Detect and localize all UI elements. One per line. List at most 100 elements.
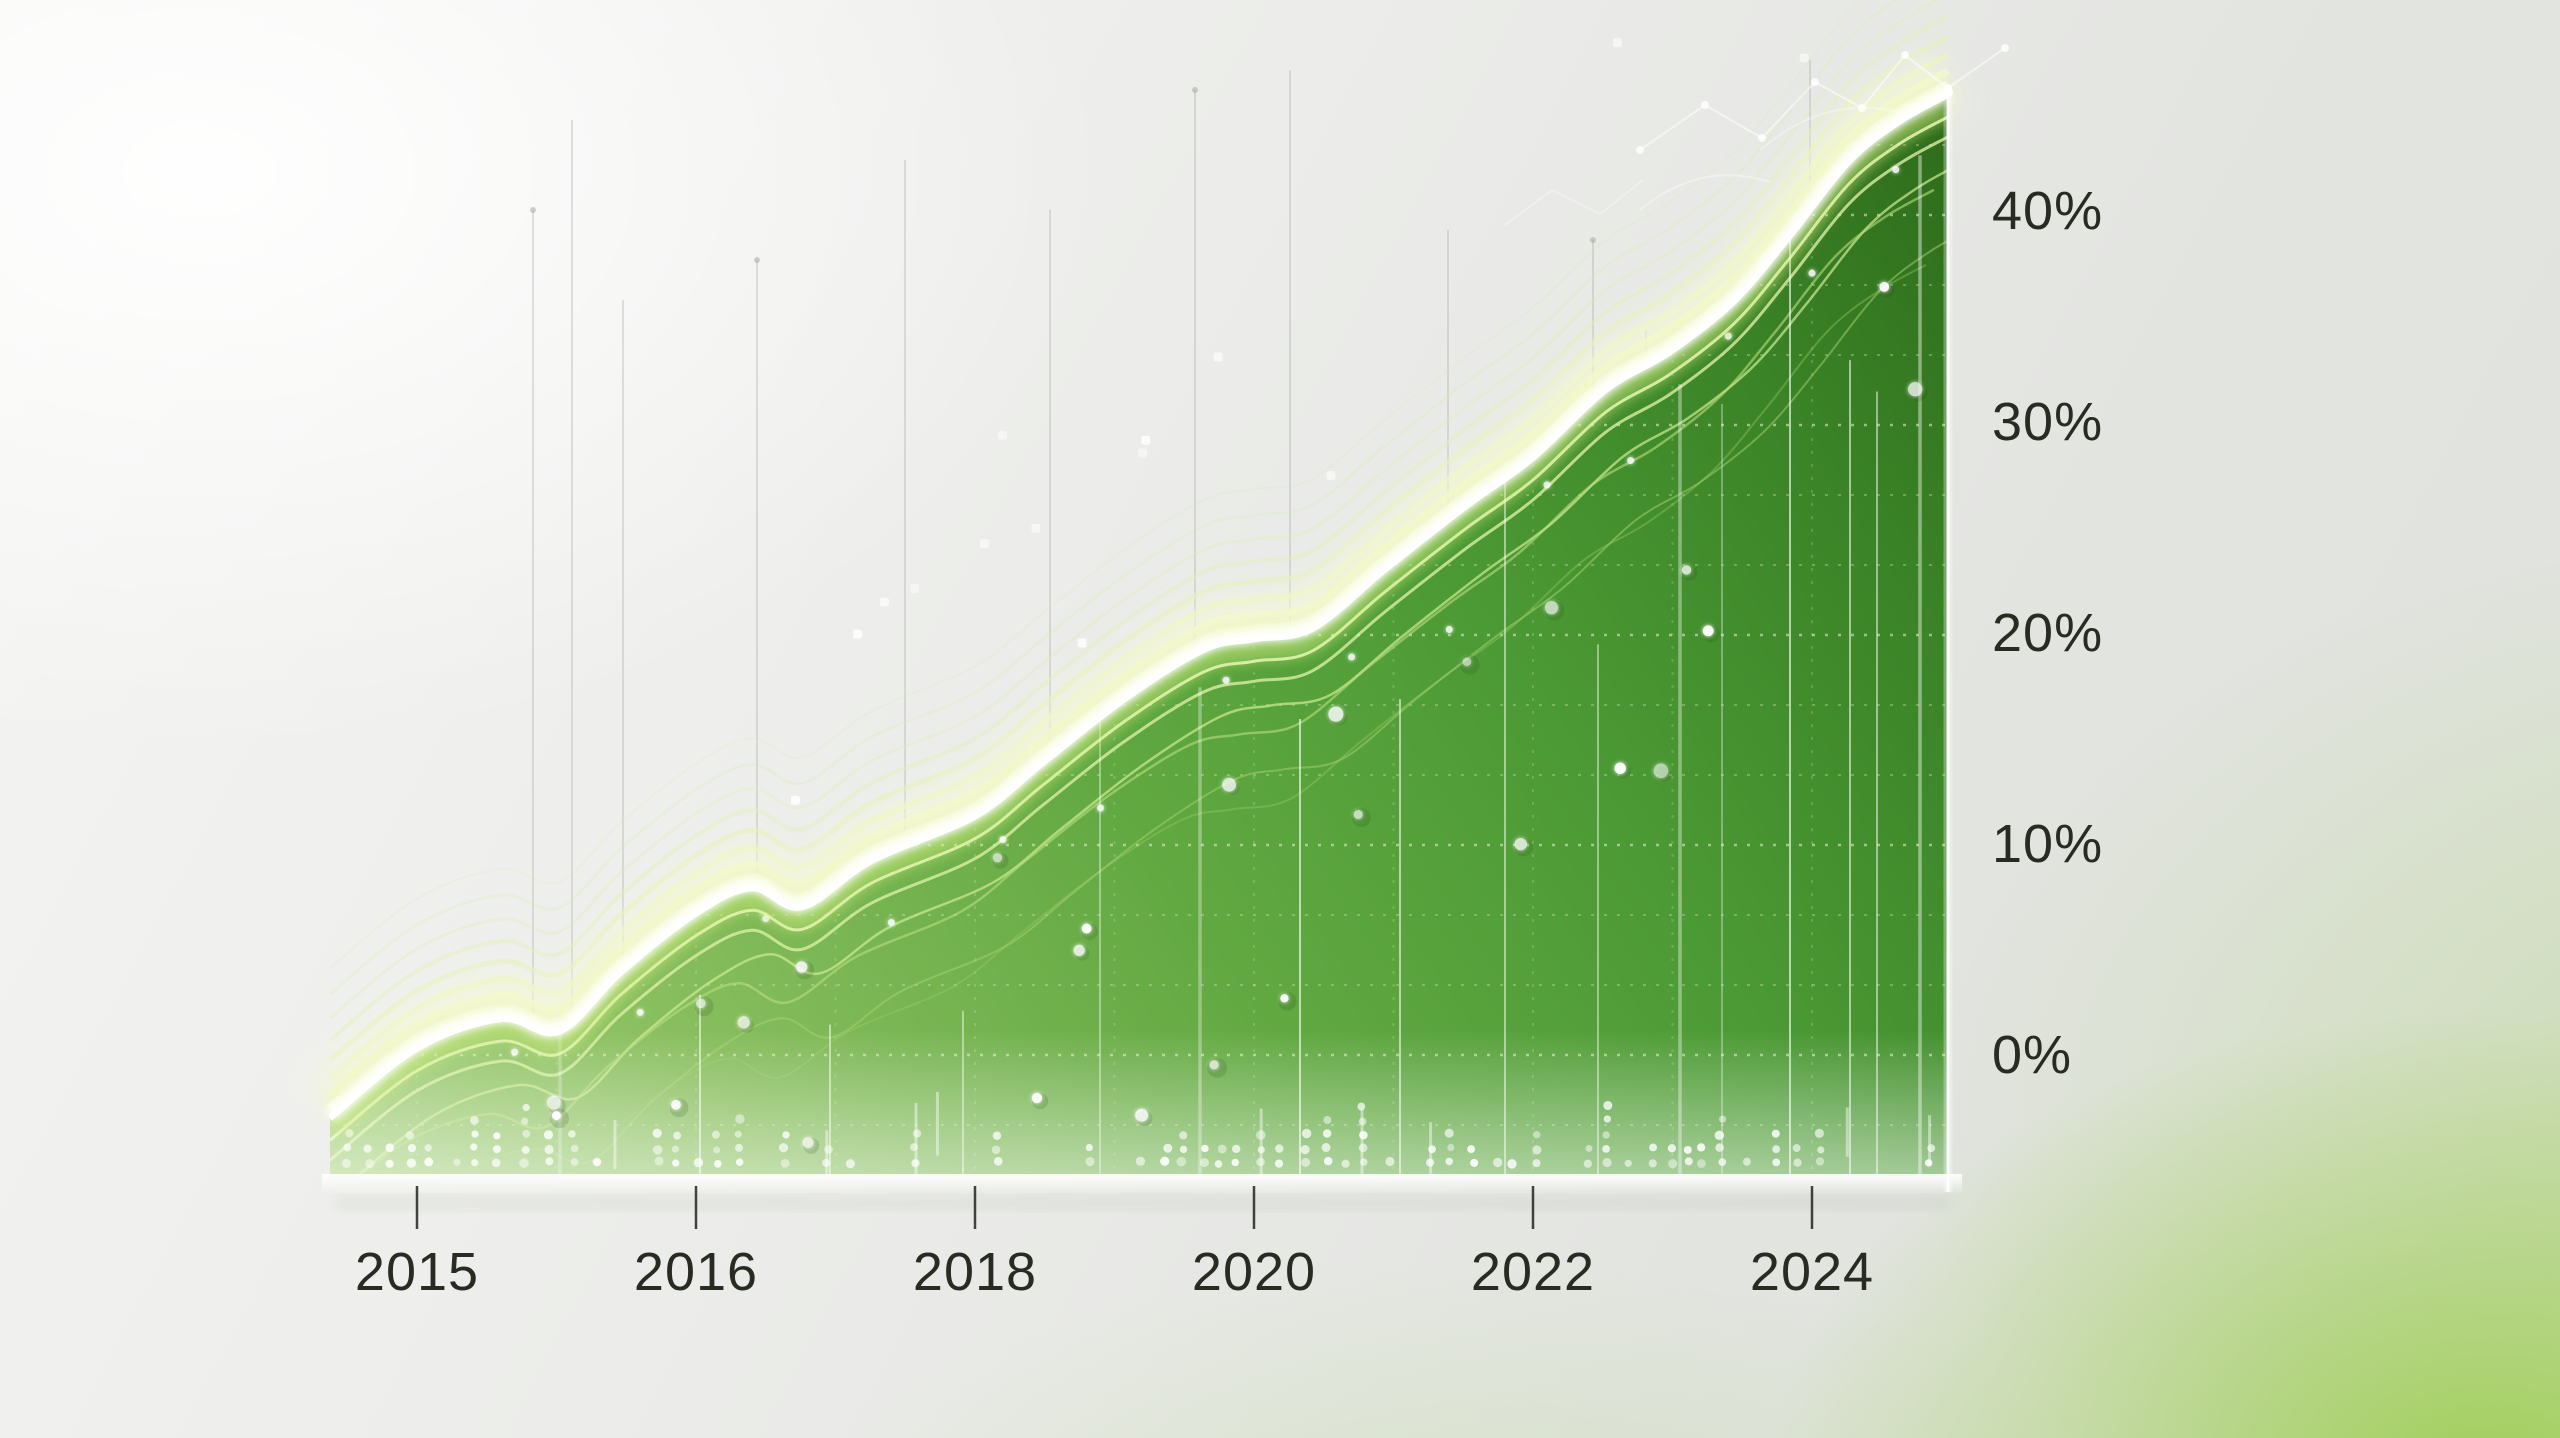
histogram-dot xyxy=(911,1159,920,1168)
histogram-dot xyxy=(735,1143,743,1152)
sky-dot xyxy=(980,538,990,548)
histogram-dot xyxy=(385,1159,394,1168)
histogram-dot xyxy=(1275,1144,1284,1153)
x-axis-label: 2016 xyxy=(633,1242,759,1302)
histogram-dot xyxy=(521,1117,529,1125)
panel-right-edge xyxy=(1943,87,1953,1192)
histogram-dot xyxy=(1256,1130,1266,1140)
histogram-dot xyxy=(1683,1145,1692,1154)
histogram-dot xyxy=(568,1130,576,1138)
scatter-dot xyxy=(1702,625,1714,637)
constellation-dot xyxy=(1701,101,1709,109)
histogram-dot xyxy=(1532,1159,1541,1168)
constellation-dot xyxy=(1636,146,1644,154)
histogram-dots xyxy=(341,1091,1936,1176)
histogram-dot xyxy=(1602,1131,1610,1139)
histogram-dot xyxy=(521,1145,530,1154)
sky-dot xyxy=(790,795,800,805)
histogram-dot xyxy=(1323,1156,1333,1166)
sky-streak-dot xyxy=(754,257,760,263)
histogram-dot xyxy=(1322,1129,1332,1138)
histogram-dot xyxy=(1231,1144,1241,1154)
histogram-dot xyxy=(522,1103,530,1112)
sky-dot xyxy=(910,584,920,594)
ripple-line xyxy=(328,15,1949,1042)
histogram-dot xyxy=(522,1129,531,1138)
strand-node-dot xyxy=(511,1048,519,1056)
histogram-dot xyxy=(470,1143,478,1151)
sky-dot xyxy=(1326,470,1336,480)
histogram-dot xyxy=(493,1132,501,1140)
scatter-dot xyxy=(1222,777,1236,792)
histogram-dot xyxy=(1425,1158,1435,1167)
histogram-dot xyxy=(1585,1144,1593,1152)
histogram-dot xyxy=(1358,1143,1368,1153)
scatter-dot xyxy=(547,1095,561,1110)
histogram-dot xyxy=(1160,1156,1170,1166)
histogram-dot xyxy=(1624,1159,1632,1167)
scatter-dot xyxy=(802,1137,814,1148)
histogram-dot xyxy=(845,1159,855,1169)
histogram-dot xyxy=(1742,1157,1751,1166)
histogram-dot xyxy=(735,1158,744,1166)
histogram-dot xyxy=(1792,1144,1801,1153)
histogram-dot xyxy=(1085,1157,1095,1167)
strand-node-dot xyxy=(1892,166,1900,174)
histogram-dot xyxy=(491,1158,501,1168)
sky-dot xyxy=(879,597,889,607)
histogram-dot xyxy=(363,1144,372,1153)
sky-streak-dot xyxy=(530,207,536,213)
scatter-dot xyxy=(1614,762,1626,775)
sky-dot xyxy=(1612,38,1622,48)
histogram-dot xyxy=(713,1159,722,1168)
trend-line-core xyxy=(328,92,1950,1121)
histogram-dot xyxy=(1603,1100,1613,1111)
histogram-dot xyxy=(654,1156,664,1166)
histogram-dot xyxy=(1201,1144,1209,1153)
histogram-dot xyxy=(1274,1159,1284,1168)
constellation-dot xyxy=(1944,84,1952,92)
histogram-dot xyxy=(407,1143,417,1153)
histogram-bar xyxy=(935,1091,939,1156)
histogram-dot xyxy=(1697,1159,1706,1168)
doodle-arc xyxy=(1639,174,1771,211)
constellation-dot xyxy=(1858,104,1866,112)
histogram-bar xyxy=(1928,1115,1932,1166)
histogram-dot xyxy=(1214,1160,1223,1168)
strand-node-dot xyxy=(999,836,1007,844)
area-interior xyxy=(329,94,1948,1176)
histogram-dot xyxy=(570,1144,579,1153)
bottom-haze xyxy=(330,1030,1948,1176)
scatter-dot xyxy=(1879,282,1890,292)
histogram-dot xyxy=(1323,1116,1332,1124)
histogram-dot xyxy=(1257,1146,1265,1154)
histogram-dot xyxy=(652,1128,662,1138)
histogram-dot xyxy=(1135,1156,1146,1166)
strand-node-dot xyxy=(1808,269,1816,277)
histogram-dot xyxy=(570,1157,579,1166)
x-axis-label: 2020 xyxy=(1191,1242,1317,1302)
sky-streak-dot xyxy=(1590,237,1596,243)
histogram-dot xyxy=(1444,1128,1454,1138)
histogram-dot xyxy=(1385,1156,1395,1167)
scatter-dot xyxy=(1544,600,1559,615)
strand-node-dot xyxy=(1627,456,1635,464)
constellation-dot xyxy=(1758,134,1766,142)
histogram-dot xyxy=(1719,1115,1727,1123)
scatter-dot xyxy=(795,961,808,973)
histogram-dot xyxy=(1256,1157,1265,1167)
scatter-dot-shadow xyxy=(1278,992,1297,1011)
histogram-dot xyxy=(1815,1157,1825,1166)
x-axis-label: 2015 xyxy=(354,1242,480,1302)
sky-sparkle-dots xyxy=(790,38,1809,805)
y-axis-label: 10% xyxy=(1992,814,2104,874)
x-axis-label: 2022 xyxy=(1470,1242,1596,1302)
ripple-line xyxy=(329,0,1863,970)
histogram-dot xyxy=(1176,1156,1186,1167)
histogram-dot xyxy=(734,1130,742,1138)
histogram-dot xyxy=(471,1130,479,1138)
x-axis-label: 2024 xyxy=(1749,1242,1875,1302)
histogram-bar xyxy=(1845,1107,1849,1157)
constellation-dot xyxy=(1901,51,1909,59)
